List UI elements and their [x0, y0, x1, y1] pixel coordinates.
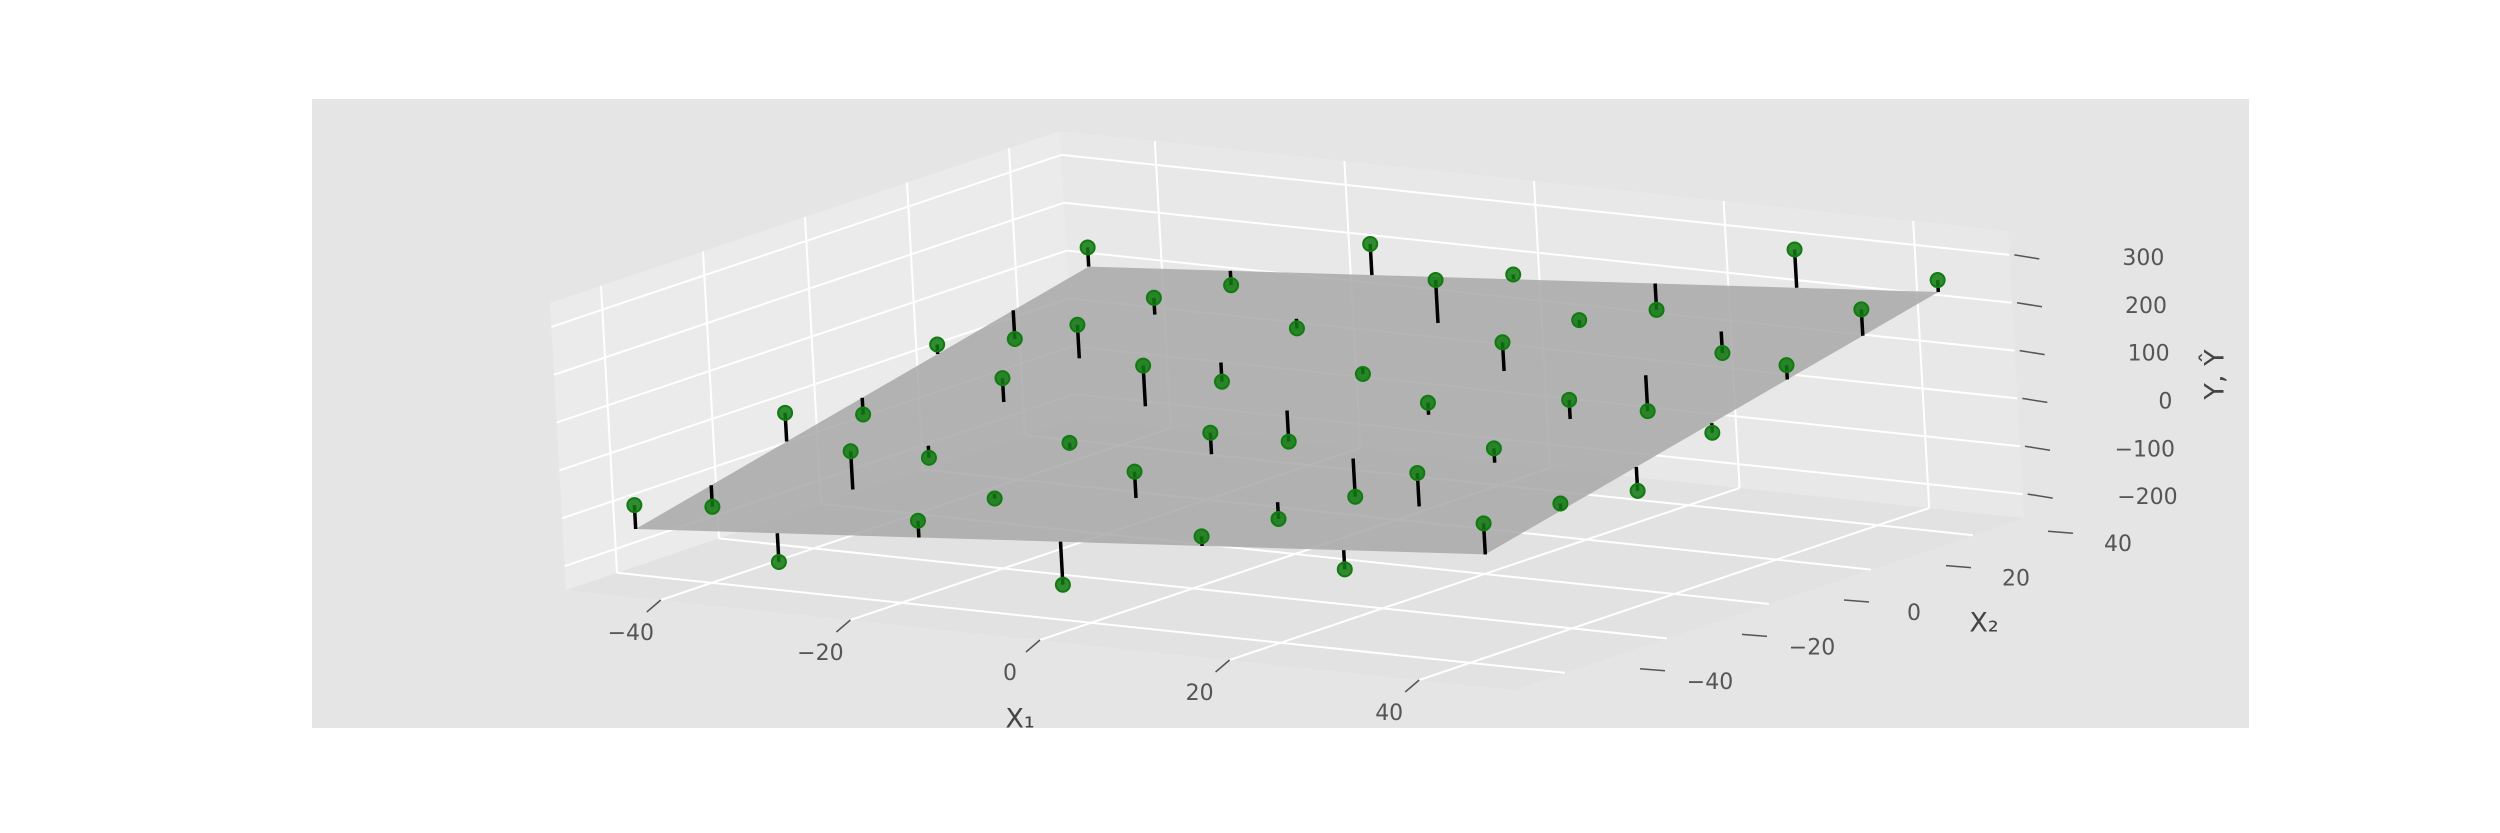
grid-line [1912, 220, 1931, 509]
data-point [1054, 576, 1071, 593]
data-point [1223, 277, 1240, 294]
data-point [986, 490, 1003, 507]
tick-mark [1639, 668, 1666, 672]
grid-line [718, 537, 1668, 640]
grid-line [1061, 153, 2010, 256]
z-tick-label: 200 [2125, 294, 2167, 319]
data-point [1202, 424, 1219, 441]
tick-mark [835, 619, 851, 633]
data-point [1571, 312, 1588, 329]
data-point [994, 370, 1011, 387]
tick-mark [2014, 254, 2040, 260]
tick-mark [2022, 397, 2048, 404]
y-axis-label: X₂ [1969, 608, 1998, 639]
data-point [1778, 357, 1795, 374]
data-point [1714, 345, 1731, 362]
y-tick-label: −40 [1687, 670, 1733, 695]
data-point [909, 512, 926, 529]
z-tick-label: 0 [2158, 389, 2172, 414]
grid-line [556, 249, 1067, 424]
tick-mark [1741, 633, 1768, 638]
x-tick-label: 20 [1186, 681, 1214, 706]
data-point [1213, 373, 1230, 390]
data-point [1427, 271, 1444, 288]
x-tick-label: −40 [608, 621, 654, 646]
tick-mark [1843, 599, 1870, 603]
tick-mark [2047, 530, 2074, 534]
data-point [1853, 301, 1870, 318]
data-point [929, 336, 946, 353]
tick-mark [1404, 679, 1420, 693]
data-point [1648, 301, 1665, 318]
tick-mark [2019, 349, 2045, 356]
grid-line [1063, 201, 2013, 304]
data-point [1135, 357, 1152, 374]
data-point [1409, 464, 1426, 481]
grid-line [553, 201, 1065, 376]
data-point [920, 449, 937, 466]
data-point [1193, 528, 1210, 545]
data-point [1786, 241, 1803, 258]
data-point [1704, 424, 1721, 441]
tick-mark [646, 599, 662, 613]
data-point [1336, 561, 1353, 578]
z-axis-label: Y, Ŷ [2199, 349, 2231, 401]
data-point [770, 553, 787, 570]
data-point [1929, 272, 1946, 289]
data-point [1079, 239, 1096, 256]
y-tick-label: −20 [1789, 635, 1835, 660]
data-point [1061, 434, 1078, 451]
data-point [1552, 495, 1569, 512]
data-point [626, 497, 643, 514]
data-point [1629, 482, 1646, 499]
z-tick-label: 300 [2122, 246, 2164, 271]
data-point [1006, 331, 1023, 348]
grid-line [600, 285, 618, 573]
y-tick-label: 0 [1907, 601, 1921, 626]
data-point [1270, 510, 1287, 527]
y-tick-label: 40 [2104, 532, 2132, 557]
z-tick-label: −200 [2117, 485, 2177, 510]
data-point [1475, 515, 1492, 532]
data-point [1347, 488, 1364, 505]
grid-line [551, 153, 1062, 328]
data-point [1639, 403, 1656, 420]
tick-mark [1215, 659, 1231, 673]
tick-mark [2027, 493, 2053, 499]
data-point [1126, 463, 1143, 480]
data-point [1419, 394, 1436, 411]
z-tick-label: 100 [2128, 342, 2170, 367]
tick-mark [2016, 302, 2043, 308]
tick-mark [1025, 639, 1041, 653]
data-point [1362, 235, 1379, 252]
data-point [1280, 433, 1297, 450]
x-axis-label: X₁ [1005, 704, 1034, 735]
data-point [855, 406, 872, 423]
data-point [1069, 316, 1086, 333]
data-point [1485, 440, 1502, 457]
data-point [1354, 365, 1371, 382]
data-point [704, 498, 721, 515]
y-tick-label: 20 [2002, 567, 2030, 592]
z-tick-label: −100 [2115, 437, 2175, 462]
data-point [1288, 320, 1305, 337]
data-point [1561, 391, 1578, 408]
data-point [842, 443, 859, 460]
x-tick-label: −20 [797, 641, 843, 666]
x-tick-label: 0 [1003, 661, 1017, 686]
x-tick-label: 40 [1375, 701, 1403, 726]
grid-line [616, 571, 1566, 674]
data-point [1494, 334, 1511, 351]
tick-mark [2024, 445, 2051, 451]
tick-mark [1945, 564, 1972, 569]
data-point [1505, 266, 1522, 283]
data-point [777, 404, 794, 421]
data-point [1145, 289, 1162, 306]
